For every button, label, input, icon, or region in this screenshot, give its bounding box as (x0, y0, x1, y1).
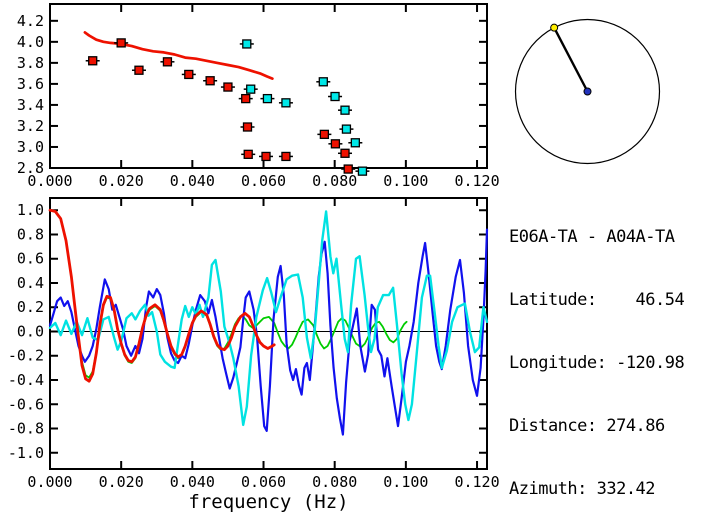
data-point-square (134, 65, 144, 75)
x-axis-title: frequency (Hz) (188, 491, 348, 513)
cyan-dispersion-points (239, 39, 370, 176)
data-point-square (281, 151, 291, 162)
blue-correlation-curve (48, 228, 489, 436)
x-tick-label: 0.080 (312, 172, 357, 190)
x-tick-label: 0.040 (170, 172, 215, 190)
data-point-square (350, 138, 360, 148)
y-tick-label: -0.6 (8, 395, 44, 413)
y-tick-label: 0.4 (17, 274, 44, 292)
data-point-square (340, 148, 350, 158)
x-tick-label: 0.120 (454, 172, 499, 190)
x-tick-label: 0.120 (454, 473, 499, 491)
y-tick-label: 0.8 (17, 225, 44, 243)
red-bessel-curve (48, 208, 276, 383)
data-point-square (341, 124, 352, 134)
latitude-line: Latitude: 46.54 (509, 290, 685, 310)
x-tick-label: 0.080 (312, 473, 357, 491)
y-tick-label: 1.0 (17, 201, 44, 219)
dispersion-frame (49, 3, 488, 169)
data-point-square (184, 69, 194, 80)
data-point-square (281, 98, 291, 108)
data-point-square (242, 39, 252, 49)
y-tick-label: 4.0 (17, 33, 44, 51)
x-tick-label: 0.020 (99, 172, 144, 190)
dispersion-plot: 0.000 0.020 0.040 0.060 0.080 0.100 0.120 2.8 3.… (17, 3, 500, 190)
data-point-square (205, 76, 215, 86)
y-tick-label: -0.4 (8, 371, 44, 389)
y-tick-label: 0.2 (17, 298, 44, 316)
azimuth-line: Azimuth: 332.42 (509, 479, 656, 499)
data-point-square (243, 149, 253, 159)
data-point-square (330, 91, 340, 102)
azimuth-compass (514, 18, 661, 165)
azimuth-needle (553, 27, 589, 93)
y-tick-label: -0.8 (8, 420, 44, 438)
data-point-square (246, 84, 256, 94)
x-tick-label: 0.100 (383, 172, 428, 190)
x-tick-label: 0.040 (170, 473, 215, 491)
x-tick-label: 0.000 (27, 473, 72, 491)
correlation-frame (49, 197, 488, 470)
center-dot (583, 87, 592, 96)
y-tick-label: 3.4 (17, 96, 44, 114)
y-tick-label: 3.8 (17, 54, 44, 72)
y-tick-label: 3.0 (17, 138, 44, 156)
data-point-square (88, 56, 98, 66)
station-dot (550, 23, 559, 32)
y-tick-label: -1.0 (8, 444, 44, 462)
cyan-correlation-curve (48, 210, 489, 427)
x-tick-label: 0.060 (241, 172, 286, 190)
data-point-square (357, 166, 368, 176)
y-tick-label: 3.6 (17, 75, 44, 93)
data-point-square (241, 93, 251, 104)
correlation-plot: 0.000 0.020 0.040 0.060 0.080 0.100 0.120 -1.0 -… (8, 197, 500, 513)
x-tick-label: 0.000 (27, 172, 72, 190)
data-point-square (340, 105, 350, 115)
y-tick-label: 3.2 (17, 117, 44, 135)
x-tick-label: 0.100 (383, 473, 428, 491)
distance-line: Distance: 274.86 (509, 416, 665, 436)
compass-circle (514, 18, 661, 165)
station-info-panel: E06A-TA - A04A-TA Latitude: 46.54 Longit… (509, 185, 685, 519)
x-tick-label: 0.020 (99, 473, 144, 491)
longitude-line: Longitude: -120.98 (509, 353, 685, 373)
y-tick-label: 0.0 (17, 322, 44, 340)
data-point-square (116, 38, 126, 48)
y-tick-label: 4.2 (17, 12, 44, 30)
y-tick-label: 2.8 (17, 159, 44, 177)
data-point-square (262, 93, 273, 104)
data-point-square (330, 139, 341, 149)
red-dispersion-points (85, 38, 356, 174)
station-pair-title: E06A-TA - A04A-TA (509, 227, 675, 247)
model-dispersion-curve (83, 31, 274, 80)
data-point-square (343, 164, 353, 174)
data-point-square (223, 82, 233, 92)
data-point-square (319, 129, 330, 140)
x-tick-label: 0.060 (241, 473, 286, 491)
data-point-square (318, 77, 328, 87)
y-tick-label: -0.2 (8, 347, 44, 365)
data-point-square (242, 122, 253, 132)
y-tick-label: 0.6 (17, 250, 44, 268)
data-point-square (261, 151, 271, 162)
data-point-square (162, 57, 173, 67)
